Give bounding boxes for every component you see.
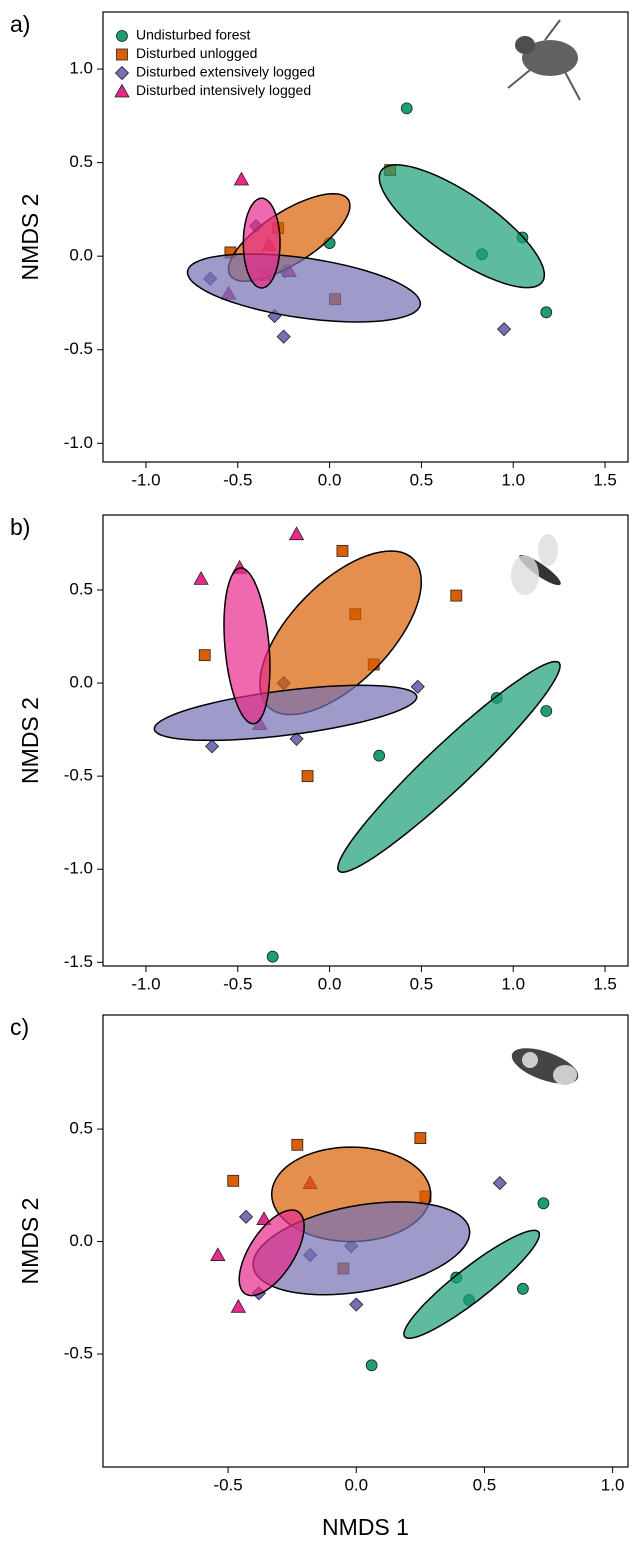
legend-text: Disturbed intensively logged	[136, 82, 311, 98]
ellipse	[238, 1209, 305, 1297]
legend-text: Disturbed extensively logged	[136, 64, 315, 80]
legend-marker	[114, 83, 130, 98]
legend-item: Undisturbed forest	[116, 27, 251, 43]
y-tick-label: 0.5	[69, 579, 93, 598]
ellipse	[186, 253, 422, 323]
x-tick-label: 1.0	[501, 974, 525, 993]
point	[336, 545, 349, 557]
point	[349, 1297, 364, 1312]
y-tick-label: -1.5	[64, 952, 93, 971]
point	[256, 1211, 272, 1225]
point	[289, 731, 304, 746]
point	[540, 705, 553, 717]
point	[496, 322, 512, 337]
legend-item: Disturbed intensively logged	[114, 82, 311, 98]
y-tick-label: 0.5	[69, 1119, 93, 1138]
x-tick-label: 0.0	[318, 470, 342, 489]
point	[301, 770, 314, 783]
panel-label: b)	[10, 514, 30, 540]
insect-icon	[507, 19, 581, 101]
ellipse	[153, 684, 418, 742]
point	[230, 1298, 247, 1313]
x-tick-label: -1.0	[131, 470, 160, 489]
y-axis-label: NMDS 2	[17, 1198, 43, 1285]
insect-icon	[511, 534, 561, 595]
point	[276, 329, 291, 344]
legend-text: Disturbed unlogged	[136, 45, 257, 61]
x-tick-label: -0.5	[213, 1475, 242, 1494]
y-tick-label: -0.5	[64, 1344, 93, 1363]
ellipse	[242, 197, 281, 289]
panel-label: a)	[10, 11, 30, 37]
ellipse	[403, 1229, 541, 1339]
point	[373, 749, 386, 762]
point	[537, 1197, 550, 1210]
x-tick-label: -0.5	[223, 470, 252, 489]
y-tick-label: 0.5	[69, 152, 93, 171]
plot-frame	[102, 1014, 629, 1468]
point	[210, 1247, 226, 1261]
legend-item: Disturbed extensively logged	[114, 64, 315, 81]
point	[410, 679, 425, 694]
legend-item: Disturbed unlogged	[116, 45, 257, 61]
ellipse	[337, 660, 561, 873]
y-tick-label: -0.5	[64, 766, 93, 785]
point	[540, 306, 553, 319]
legend-text: Undisturbed forest	[136, 27, 251, 43]
x-tick-label: -1.0	[131, 974, 160, 993]
ellipse	[223, 567, 271, 725]
panel: -1.0 -0.5 0.0 0.5 1.0 1.5 -1.5 -1.0 -0.5 0.0 0.5 b)…	[10, 514, 629, 993]
y-tick-label: -1.0	[64, 433, 93, 452]
point	[193, 571, 209, 585]
y-tick-label: 0.0	[69, 1231, 93, 1250]
y-axis-label: NMDS 2	[17, 697, 43, 784]
y-axis-label: NMDS 2	[17, 194, 43, 281]
point	[288, 526, 305, 541]
plot-frame	[102, 11, 629, 463]
point	[233, 171, 250, 186]
x-tick-label: 0.5	[410, 470, 434, 489]
point	[266, 950, 279, 963]
x-tick-label: 0.5	[473, 1475, 497, 1494]
point	[516, 1282, 529, 1295]
point	[238, 1209, 254, 1224]
insect-icon	[511, 1048, 579, 1085]
ellipse	[378, 164, 546, 289]
y-tick-label: 1.0	[69, 59, 93, 78]
legend-marker	[116, 48, 128, 61]
x-tick-label: 0.5	[410, 974, 434, 993]
point	[400, 102, 413, 115]
point	[492, 1175, 507, 1191]
point	[205, 739, 220, 754]
x-tick-label: 1.5	[593, 470, 617, 489]
point	[450, 589, 463, 602]
x-tick-label: -0.5	[223, 974, 252, 993]
panel-label: c)	[10, 1014, 29, 1040]
point	[227, 1174, 240, 1187]
y-tick-label: -0.5	[64, 339, 93, 358]
legend-marker	[114, 65, 130, 81]
x-tick-label: 1.0	[601, 1475, 625, 1494]
x-tick-label: 1.5	[593, 974, 617, 993]
y-tick-label: -1.0	[64, 859, 93, 878]
panel: -0.5 0.0 0.5 1.0 -0.5 0.0 0.5 c) NMDS 2 NMDS 1	[10, 1014, 629, 1540]
x-tick-label: 0.0	[318, 974, 342, 993]
plot-frame	[102, 514, 629, 967]
x-axis-label: NMDS 1	[322, 1514, 409, 1540]
x-tick-label: 1.0	[501, 470, 525, 489]
point	[291, 1138, 304, 1151]
point	[414, 1132, 427, 1144]
panel: -1.0 -0.5 0.0 0.5 1.0 1.5 -1.0 -0.5 0.0 0.5 1.0 a) N…	[10, 11, 629, 489]
point	[365, 1359, 378, 1372]
x-tick-label: 0.0	[344, 1475, 368, 1494]
legend-marker	[116, 30, 128, 42]
point	[198, 649, 211, 662]
y-tick-label: 0.0	[69, 246, 93, 265]
y-tick-label: 0.0	[69, 673, 93, 692]
